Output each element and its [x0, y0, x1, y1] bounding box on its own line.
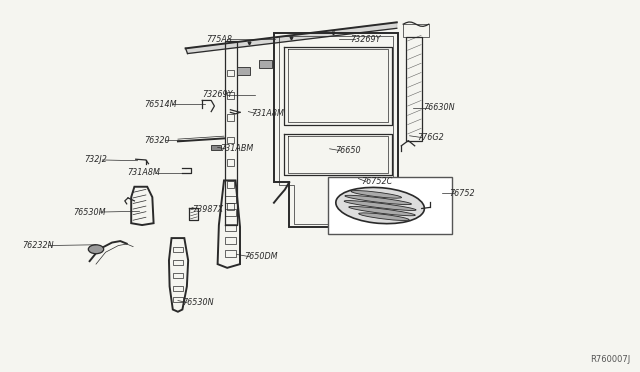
Text: 731ABM: 731ABM: [220, 144, 253, 153]
Ellipse shape: [349, 206, 415, 216]
Text: 73269Y: 73269Y: [350, 35, 381, 44]
Bar: [173, 247, 183, 252]
Bar: [227, 114, 234, 121]
Bar: [406, 37, 422, 141]
Bar: [227, 137, 234, 143]
Text: 76650: 76650: [335, 146, 361, 155]
Text: 76530N: 76530N: [182, 298, 213, 307]
Bar: [227, 159, 234, 166]
Bar: [225, 209, 236, 216]
Ellipse shape: [344, 201, 416, 211]
Bar: [227, 92, 234, 99]
Text: 7650DM: 7650DM: [244, 252, 278, 261]
Bar: [237, 67, 250, 75]
Text: R760007J: R760007J: [590, 355, 630, 364]
Text: 732J2: 732J2: [84, 155, 108, 164]
Bar: [328, 177, 452, 234]
Text: 76752: 76752: [449, 189, 475, 198]
Circle shape: [88, 245, 104, 254]
Ellipse shape: [351, 190, 401, 198]
Bar: [173, 273, 183, 278]
Text: 76530M: 76530M: [73, 208, 106, 217]
Bar: [211, 145, 221, 150]
Text: 76630N: 76630N: [424, 103, 455, 112]
Text: 76232N: 76232N: [22, 241, 54, 250]
Bar: [227, 70, 234, 76]
Ellipse shape: [345, 195, 412, 205]
Bar: [403, 24, 429, 37]
Bar: [173, 286, 183, 291]
Bar: [173, 297, 183, 302]
Text: 76320: 76320: [145, 136, 170, 145]
Text: 775A8: 775A8: [206, 35, 232, 44]
Text: 776G2: 776G2: [417, 133, 444, 142]
Text: 76752C: 76752C: [361, 177, 392, 186]
Bar: [173, 260, 183, 265]
Ellipse shape: [358, 213, 409, 221]
Text: 73269Y: 73269Y: [202, 90, 232, 99]
Text: 731A8M: 731A8M: [127, 168, 160, 177]
Bar: [225, 250, 236, 257]
Text: 76514M: 76514M: [144, 100, 177, 109]
Text: 731A8M: 731A8M: [251, 109, 284, 118]
Bar: [225, 196, 236, 203]
Bar: [225, 237, 236, 244]
Text: 73987X: 73987X: [192, 205, 223, 214]
Polygon shape: [186, 22, 397, 54]
Bar: [259, 60, 272, 68]
Bar: [227, 203, 234, 210]
Bar: [227, 181, 234, 188]
Ellipse shape: [336, 187, 424, 224]
Bar: [225, 224, 236, 231]
